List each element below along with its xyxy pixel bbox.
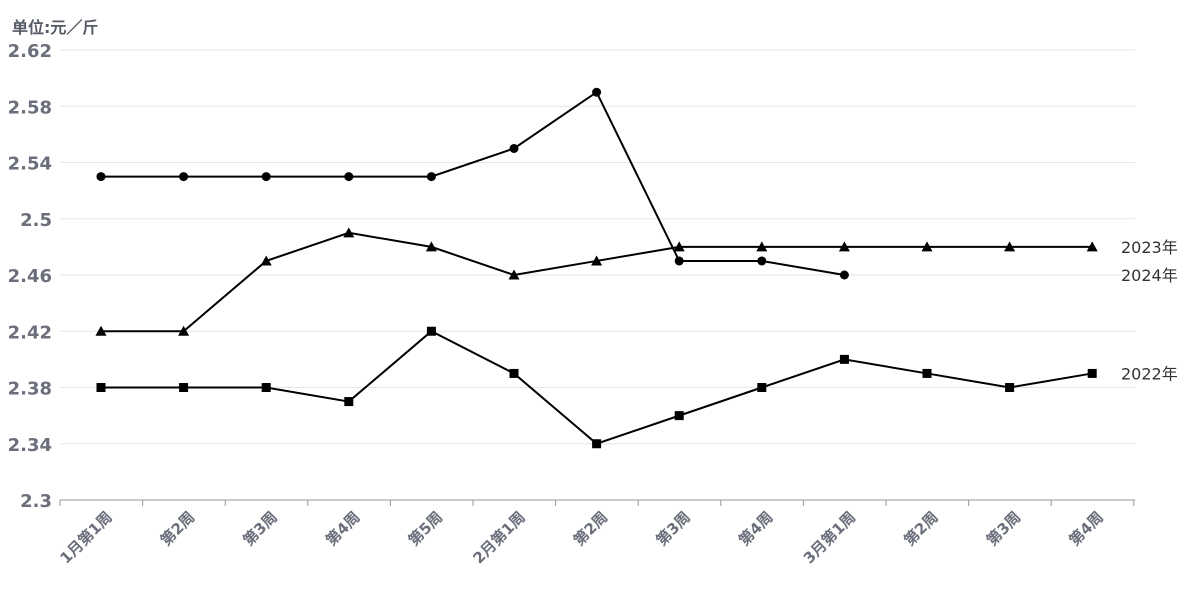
x-tick-label: 第5周 [405,508,446,549]
data-point-circle [426,172,436,182]
data-point-square [344,397,354,407]
data-point-square [426,326,436,336]
y-tick-label: 2.58 [8,97,52,118]
data-point-triangle [1004,241,1016,252]
data-point-circle [509,143,519,153]
data-point-triangle [508,269,520,280]
x-tick-label: 第3周 [983,508,1024,549]
x-tick-label: 2月第1周 [469,508,528,567]
data-point-triangle [756,241,768,252]
data-point-square [674,411,684,421]
data-point-circle [344,172,354,182]
data-point-square [592,439,602,449]
data-point-circle [757,256,767,266]
data-point-triangle [921,241,933,252]
x-tick-label: 第4周 [322,508,363,549]
data-point-circle [674,256,684,266]
x-tick-label: 第2周 [900,508,941,549]
data-point-square [757,383,767,392]
data-point-square [839,354,849,364]
x-tick-label: 第2周 [157,508,198,549]
data-point-triangle [95,325,107,336]
data-point-triangle [1086,241,1098,252]
data-point-triangle [178,325,190,336]
y-tick-label: 2.34 [8,435,52,456]
data-point-triangle [673,241,685,252]
data-point-circle [96,172,106,182]
x-tick-label: 第3周 [653,508,694,549]
series-end-label: 2023年 [1121,238,1178,257]
data-point-circle [179,172,189,182]
y-tick-label: 2.38 [8,379,52,400]
unit-label: 单位:元／斤 [12,18,99,37]
data-point-circle [839,270,849,280]
x-tick-label: 第3周 [240,508,281,549]
data-point-square [96,383,106,392]
series-end-label: 2024年 [1121,266,1178,285]
series-layer [95,87,1098,449]
data-point-triangle [425,241,437,252]
x-tick-label: 3月第1周 [800,508,859,567]
data-point-square [261,383,271,392]
data-point-circle [592,87,602,97]
data-point-triangle [260,255,272,266]
series-label-layer: 2023年 2024年 2022年 [1121,238,1178,384]
data-point-triangle [838,241,850,252]
y-tick-label: 2.5 [20,210,52,231]
data-point-square [1087,368,1097,378]
y-tick-label: 2.42 [8,322,52,343]
x-tick-label: 1月第1周 [56,508,115,567]
series-line [101,90,845,276]
data-point-triangle [343,227,355,238]
x-tick-label: 第2周 [570,508,611,549]
data-point-square [179,383,189,392]
axis-layer: 2.3 2.34 2.38 2.42 2.46 2.5 2.54 2.58 2.62 1月第1周 第… [8,41,1135,567]
data-point-square [509,368,519,378]
y-tick-label: 2.3 [20,491,52,512]
series-end-label: 2022年 [1121,364,1178,383]
x-tick-label: 第4周 [1066,508,1107,549]
data-point-triangle [591,255,603,266]
data-point-square [1005,383,1015,392]
data-point-square [922,368,932,378]
data-point-circle [261,172,271,182]
x-tick-label: 第4周 [735,508,776,549]
series-line [101,231,1093,333]
y-tick-label: 2.54 [8,154,52,175]
y-tick-label: 2.46 [8,266,52,287]
y-tick-label: 2.62 [8,41,52,62]
